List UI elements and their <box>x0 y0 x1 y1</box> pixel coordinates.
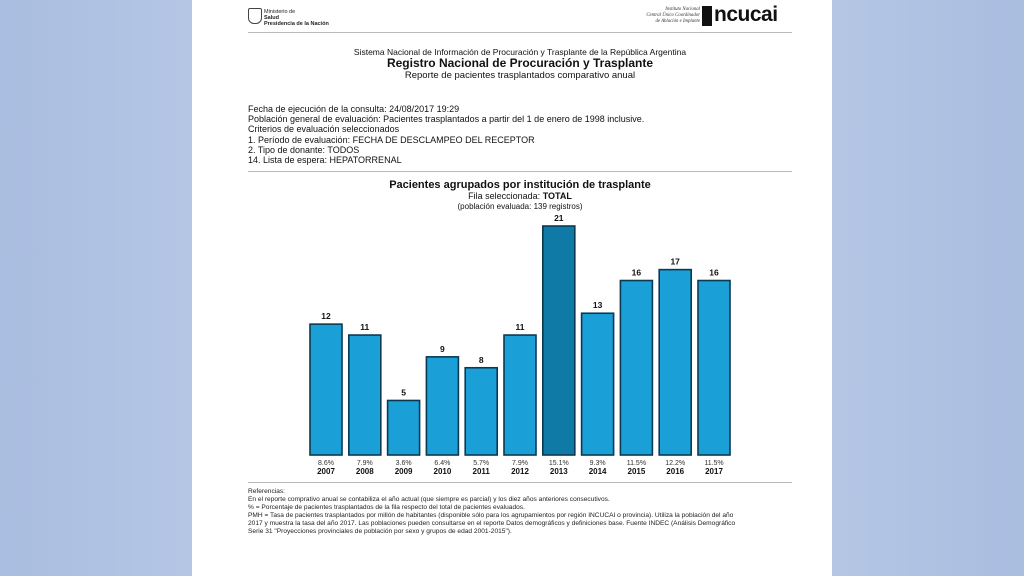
bar-2010 <box>425 356 460 456</box>
institute-line-3: de Ablación e Implante <box>655 19 700 24</box>
bar-2009 <box>386 399 421 456</box>
category-label-2011: 2011 <box>473 467 491 476</box>
category-label-2009: 2009 <box>395 467 413 476</box>
bar-2017 <box>697 279 731 456</box>
institute-line-1: Instituto Nacional <box>665 7 700 12</box>
report-title: Reporte de pacientes trasplantados compa… <box>404 70 636 81</box>
selected-row-label: Fila seleccionada: <box>468 191 541 201</box>
bar-2013 <box>541 225 576 456</box>
percent-label-2008: 7.9% <box>357 460 373 467</box>
value-label-2013: 21 <box>554 213 564 223</box>
report-page: Ministerio de Salud Presidencia de la Na… <box>192 0 832 576</box>
population-note: (población evaluada: 139 registros) <box>457 202 583 211</box>
value-label-2017: 16 <box>709 268 719 278</box>
bar-2014 <box>580 312 615 456</box>
value-label-2008: 11 <box>360 322 369 332</box>
chart-divider <box>248 482 792 483</box>
selected-row-value: TOTAL <box>542 191 572 201</box>
percent-label-2012: 7.9% <box>512 460 528 467</box>
criteria-heading: Criterios de evaluación seleccionados <box>248 124 400 134</box>
institute-name: Instituto Nacional Central Único Coordin… <box>634 7 700 25</box>
logo-mark-icon <box>702 6 712 26</box>
bar-2015 <box>619 279 654 456</box>
bar-2016 <box>658 268 693 456</box>
coat-of-arms-icon <box>248 8 262 24</box>
ministry-line-3: Presidencia de la Nación <box>264 21 329 27</box>
value-label-2015: 16 <box>632 268 642 278</box>
institute-line-2: Central Único Coordinador <box>646 13 700 18</box>
value-label-2010: 9 <box>440 344 445 354</box>
criteria-item-2: 2. Tipo de donante: TODOS <box>248 145 360 155</box>
percent-label-2007: 8.6% <box>318 460 334 467</box>
value-label-2016: 17 <box>670 257 680 267</box>
category-label-2008: 2008 <box>356 467 374 476</box>
header-divider <box>248 32 792 33</box>
category-label-2013: 2013 <box>550 467 568 476</box>
category-label-2010: 2010 <box>434 467 452 476</box>
registry-title: Registro Nacional de Procuración y Trasp… <box>386 56 654 70</box>
value-label-2014: 13 <box>593 300 603 310</box>
category-label-2016: 2016 <box>666 467 684 476</box>
percent-label-2013: 15.1% <box>549 460 569 467</box>
incucai-logo: ncucai <box>702 3 794 27</box>
bar-2007 <box>309 323 343 456</box>
references-note-pmh-3: Serie 31 "Proyecciones provinciales de p… <box>248 528 512 535</box>
percent-label-2014: 9.3% <box>590 460 606 467</box>
selected-row: Fila seleccionada: TOTAL <box>248 191 792 201</box>
criteria-item-1: 1. Período de evaluación: FECHA DE DESCL… <box>248 135 535 145</box>
population-text: Población general de evaluación: Pacient… <box>248 114 645 124</box>
bar-2012 <box>503 334 537 456</box>
category-label-2014: 2014 <box>589 467 607 476</box>
chart-title: Pacientes agrupados por institución de t… <box>389 179 651 191</box>
value-label-2007: 12 <box>321 311 331 321</box>
execution-date: Fecha de ejecución de la consulta: 24/08… <box>248 104 460 114</box>
criteria-item-3: 14. Lista de espera: HEPATORRENAL <box>248 155 402 165</box>
criteria-divider <box>248 171 792 172</box>
ministry-line-2: Salud <box>264 15 279 21</box>
references-note-pmh-1: PMH = Tasa de pacientes trasplantados po… <box>248 512 734 519</box>
percent-label-2016: 12.2% <box>665 460 685 467</box>
category-label-2012: 2012 <box>511 467 529 476</box>
bar-chart: 128.6%2007117.9%200853.6%200996.4%201085… <box>309 213 731 476</box>
percent-label-2009: 3.6% <box>396 460 412 467</box>
bar-2011 <box>464 366 499 456</box>
value-label-2012: 11 <box>516 322 525 332</box>
references-note-pmh-2: 2017 y muestra la tasa del año 2017. Las… <box>248 520 736 527</box>
system-title: Sistema Nacional de Información de Procu… <box>353 47 687 57</box>
category-label-2007: 2007 <box>317 467 335 476</box>
category-label-2017: 2017 <box>705 467 723 476</box>
percent-label-2015: 11.5% <box>627 460 646 467</box>
value-label-2011: 8 <box>479 355 484 365</box>
references-note-pct: % = Porcentaje de pacientes trasplantado… <box>248 504 525 511</box>
value-label-2009: 5 <box>401 387 406 397</box>
bar-2008 <box>348 334 382 456</box>
references-note-annual: En el reporte comprativo anual se contab… <box>248 496 610 503</box>
percent-label-2017: 11.5% <box>704 460 723 467</box>
logo-text: ncucai <box>714 3 778 26</box>
category-label-2015: 2015 <box>628 467 646 476</box>
references-heading: Referencias: <box>248 488 286 495</box>
ministry-line-1: Ministerio de <box>264 9 296 15</box>
percent-label-2011: 5.7% <box>473 460 489 467</box>
percent-label-2010: 6.4% <box>434 460 450 467</box>
